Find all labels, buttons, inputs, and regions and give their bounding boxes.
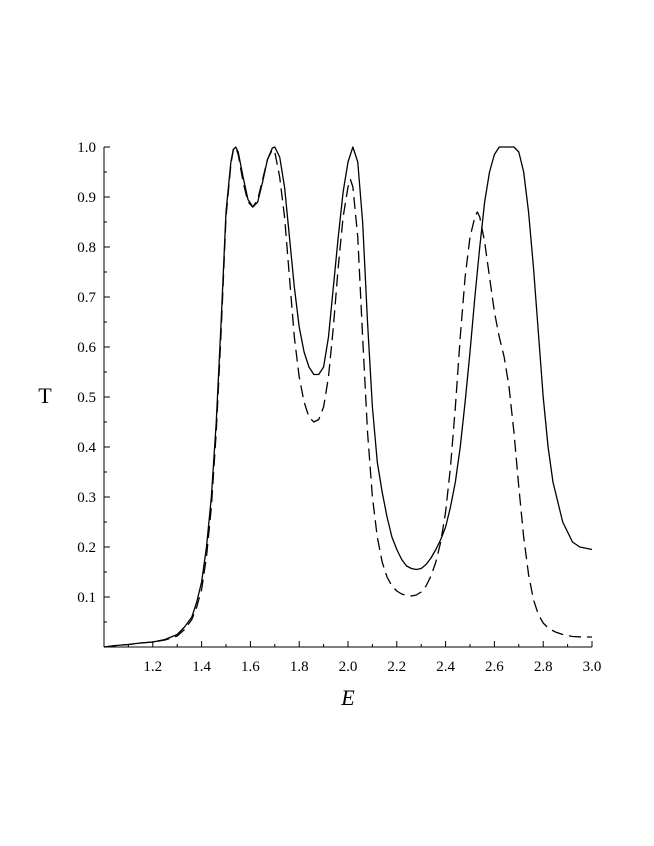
series-layer [103,146,593,648]
series-line-dashed [103,146,592,648]
x-tick-label: 1.8 [290,659,309,675]
y-ticks: 0.1 0.2 0.3 0.4 0.5 0.6 0.7 0.8 0.9 1.0 [77,140,110,623]
series-line-solid [103,146,593,648]
y-tick-label: 0.1 [77,590,96,606]
x-tick-label: 2.4 [436,659,455,675]
x-tick-label: 2.2 [387,659,406,675]
y-tick-label: 0.9 [77,190,96,206]
x-tick-label: 1.6 [241,659,260,675]
y-axis-title: T [38,383,52,408]
x-tick-label: 2.6 [485,659,504,675]
y-tick-label: 0.3 [77,490,96,506]
y-tick-label: 0.6 [77,340,96,356]
x-tick-label: 2.8 [534,659,553,675]
y-tick-label: 1.0 [77,140,96,156]
x-tick-label: 1.2 [143,659,162,675]
y-tick-label: 0.4 [77,440,96,456]
x-ticks: 1.2 1.4 1.6 1.8 2.0 2.2 2.4 2.6 2.8 3.0 [127,641,602,675]
y-tick-label: 0.8 [77,240,96,256]
y-tick-label: 0.5 [77,390,96,406]
x-axis-title: E [340,685,355,710]
y-tick-label: 0.7 [77,290,96,306]
x-tick-label: 1.4 [192,659,211,675]
x-tick-label: 3.0 [583,659,602,675]
axes [103,147,592,648]
y-tick-label: 0.2 [77,540,96,556]
x-tick-label: 2.0 [339,659,358,675]
